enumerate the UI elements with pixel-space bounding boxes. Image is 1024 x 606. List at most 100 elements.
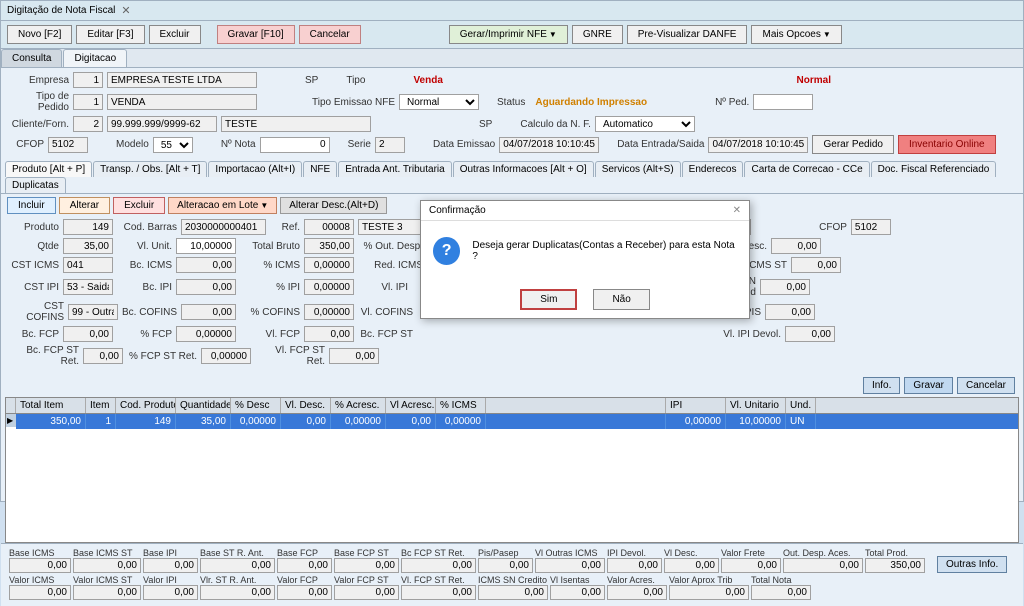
qtde-input[interactable] [63,238,113,254]
inventario-button[interactable]: Inventario Online [898,135,996,154]
gerar-pedido-button[interactable]: Gerar Pedido [812,135,893,154]
vl-icms-sn-input[interactable] [760,279,810,295]
alt-desc-button[interactable]: Alterar Desc.(Alt+D) [280,197,387,214]
bc-fcp-st-ret-input[interactable] [83,348,123,364]
vl-unit-input[interactable] [176,238,236,254]
tipo-emissao-select[interactable]: Normal [399,94,479,110]
pct-cofins-input[interactable] [304,304,354,320]
info-button[interactable]: Info. [863,377,900,394]
vl-fcp-st-ret-input[interactable] [329,348,379,364]
alt-lote-button[interactable]: Alteracao em Lote▼ [168,197,277,214]
nao-button[interactable]: Não [593,289,649,310]
cod-barras-input[interactable] [181,219,266,235]
subtab-transp[interactable]: Transp. / Obs. [Alt + T] [93,161,207,177]
subtab-importacao[interactable]: Importacao (Alt+I) [208,161,302,177]
normal-label: Normal [797,75,831,86]
subtab-carta[interactable]: Carta de Correcao - CCe [744,161,869,177]
data-entrada-input[interactable] [708,137,808,153]
vl-pis-input[interactable] [765,304,815,320]
nped-input[interactable] [753,94,813,110]
subtab-duplicatas[interactable]: Duplicatas [5,177,66,193]
gerar-nfe-button[interactable]: Gerar/Imprimir NFE▼ [449,25,568,44]
base-icms-st-value [73,558,141,573]
tipo-emissao-label: Tipo Emissao NFE [305,97,395,108]
valor-icms-st-label: Valor ICMS ST [73,575,141,585]
nnota-input[interactable] [260,137,330,153]
empresa-id-input[interactable] [73,72,103,88]
pct-fcp-st-ret-input[interactable] [201,348,251,364]
titlebar: Digitação de Nota Fiscal ✕ [1,1,1023,21]
pre-danfe-button[interactable]: Pre-Visualizar DANFE [627,25,748,44]
chevron-down-icon: ▼ [260,201,268,210]
subtab-servicos[interactable]: Servicos (Alt+S) [595,161,681,177]
pct-ipi-input[interactable] [304,279,354,295]
cfop-input[interactable] [48,137,88,153]
sim-button[interactable]: Sim [520,289,577,310]
bc-icms-input[interactable] [176,257,236,273]
tipo-pedido-id-input[interactable] [73,94,103,110]
novo-button[interactable]: Novo [F2] [7,25,72,44]
tab-consulta[interactable]: Consulta [1,49,62,67]
mais-opcoes-button[interactable]: Mais Opcoes▼ [751,25,841,44]
bc-fcp-label: Bc. FCP [9,329,59,340]
gravar-prod-button[interactable]: Gravar [904,377,953,394]
tab-digitacao[interactable]: Digitacao [63,49,127,67]
produto-input[interactable] [63,219,113,235]
modelo-select[interactable]: 55 [153,137,193,153]
editar-button[interactable]: Editar [F3] [76,25,144,44]
subtab-doc-fiscal[interactable]: Doc. Fiscal Referenciado [871,161,997,177]
modal-titlebar: Confirmação ✕ [421,201,749,221]
cst-cofins-input[interactable] [68,304,118,320]
base-ipi-value [143,558,198,573]
subtab-produto[interactable]: Produto [Alt + P] [5,161,92,177]
excluir-prod-button[interactable]: Excluir [113,197,165,214]
outras-info-button[interactable]: Outras Info. [937,556,1007,573]
base-icms-value [9,558,71,573]
bc-ipi-input[interactable] [176,279,236,295]
bc-fcp-st-ret-label: Bc FCP ST Ret. [401,548,476,558]
out-desp-aces-value [783,558,863,573]
vl-fcp-input[interactable] [304,326,354,342]
cancelar-prod-button[interactable]: Cancelar [957,377,1015,394]
incluir-button[interactable]: Incluir [7,197,56,214]
ref-input[interactable] [304,219,354,235]
excluir-button[interactable]: Excluir [149,25,201,44]
gnre-button[interactable]: GNRE [572,25,623,44]
grid-body[interactable]: ▶ 350,00 1 149 35,00 0,00000 0,00 0,0000… [5,413,1019,543]
serie-input[interactable] [375,137,405,153]
cliente-id-input[interactable] [73,116,103,132]
data-emissao-input[interactable] [499,137,599,153]
subtab-entrada-ant[interactable]: Entrada Ant. Tributaria [338,161,452,177]
cancelar-button[interactable]: Cancelar [299,25,361,44]
vl-icms-st-input[interactable] [791,257,841,273]
gravar-button[interactable]: Gravar [F10] [217,25,295,44]
base-fcp-label: Base FCP [277,548,332,558]
bc-fcp-input[interactable] [63,326,113,342]
subtab-enderecos[interactable]: Enderecos [682,161,744,177]
vl-ipi-devol-input[interactable] [785,326,835,342]
question-icon: ? [433,237,460,265]
bc-cofins-input[interactable] [181,304,236,320]
calculo-select[interactable]: Automatico [595,116,695,132]
cfop-prod-input[interactable] [851,219,891,235]
row-marker-icon: ▶ [6,414,16,427]
col-blank1 [486,398,666,413]
modal-close-icon[interactable]: ✕ [733,205,741,216]
valor-fcp-st-label: Valor FCP ST [334,575,399,585]
pct-icms-input[interactable] [304,257,354,273]
vl-desc-input[interactable] [771,238,821,254]
cst-ipi-input[interactable] [63,279,113,295]
total-bruto-input [304,238,354,254]
table-row[interactable]: 350,00 1 149 35,00 0,00000 0,00 0,00000 … [16,414,1018,429]
alterar-button[interactable]: Alterar [59,197,110,214]
valor-icms-st-value [73,585,141,600]
subtab-outras[interactable]: Outras Informacoes [Alt + O] [453,161,594,177]
tipo-pedido-val-input [107,94,257,110]
pct-fcp-input[interactable] [176,326,236,342]
tipo-value: Venda [413,75,442,86]
close-icon[interactable]: ✕ [121,4,130,17]
valor-acres-value [607,585,667,600]
bc-icms-label: Bc. ICMS [117,260,172,271]
cst-icms-input[interactable] [63,257,113,273]
subtab-nfe[interactable]: NFE [303,161,337,177]
